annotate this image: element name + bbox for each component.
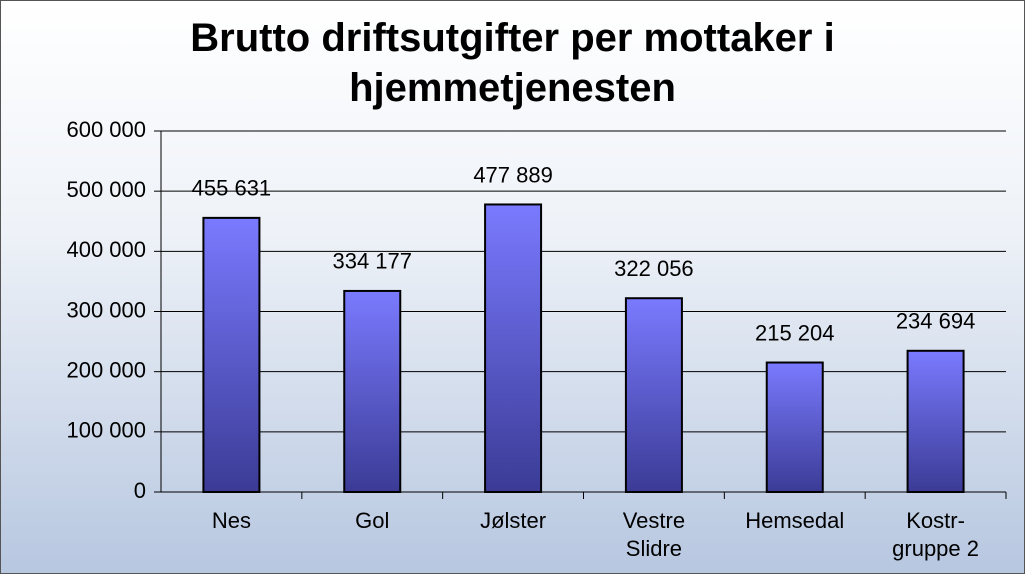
bar xyxy=(765,361,824,493)
data-label: 234 694 xyxy=(896,309,976,334)
data-label: 215 204 xyxy=(755,320,835,345)
bar xyxy=(484,203,543,493)
bar xyxy=(202,216,261,493)
x-tick-label: Kostr- gruppe 2 xyxy=(892,508,979,561)
y-tick-label: 500 000 xyxy=(66,177,146,202)
y-tick-label: 400 000 xyxy=(66,237,146,262)
x-tick-label: Vestre Slidre xyxy=(622,508,686,561)
bar xyxy=(343,289,402,493)
y-tick-label: 300 000 xyxy=(66,297,146,322)
y-tick-label: 0 xyxy=(134,478,146,503)
x-tick-label: Hemsedal xyxy=(745,508,845,533)
y-tick-label: 200 000 xyxy=(66,357,146,382)
x-tick-label: Jølster xyxy=(480,508,547,533)
chart-title: Brutto driftsutgifter per mottaker i hje… xyxy=(190,16,835,110)
y-tick-label: 600 000 xyxy=(66,117,146,142)
bar xyxy=(624,297,683,493)
data-label: 334 177 xyxy=(332,249,412,274)
x-tick-label: Nes xyxy=(211,508,251,533)
x-tick-label: Gol xyxy=(355,508,390,533)
data-label: 322 056 xyxy=(614,256,694,281)
bar xyxy=(906,349,965,493)
y-tick-label: 100 000 xyxy=(66,418,146,443)
data-label: 477 889 xyxy=(473,162,553,187)
data-label: 455 631 xyxy=(192,176,272,201)
